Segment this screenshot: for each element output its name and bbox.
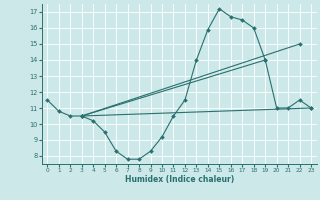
X-axis label: Humidex (Indice chaleur): Humidex (Indice chaleur) (124, 175, 234, 184)
